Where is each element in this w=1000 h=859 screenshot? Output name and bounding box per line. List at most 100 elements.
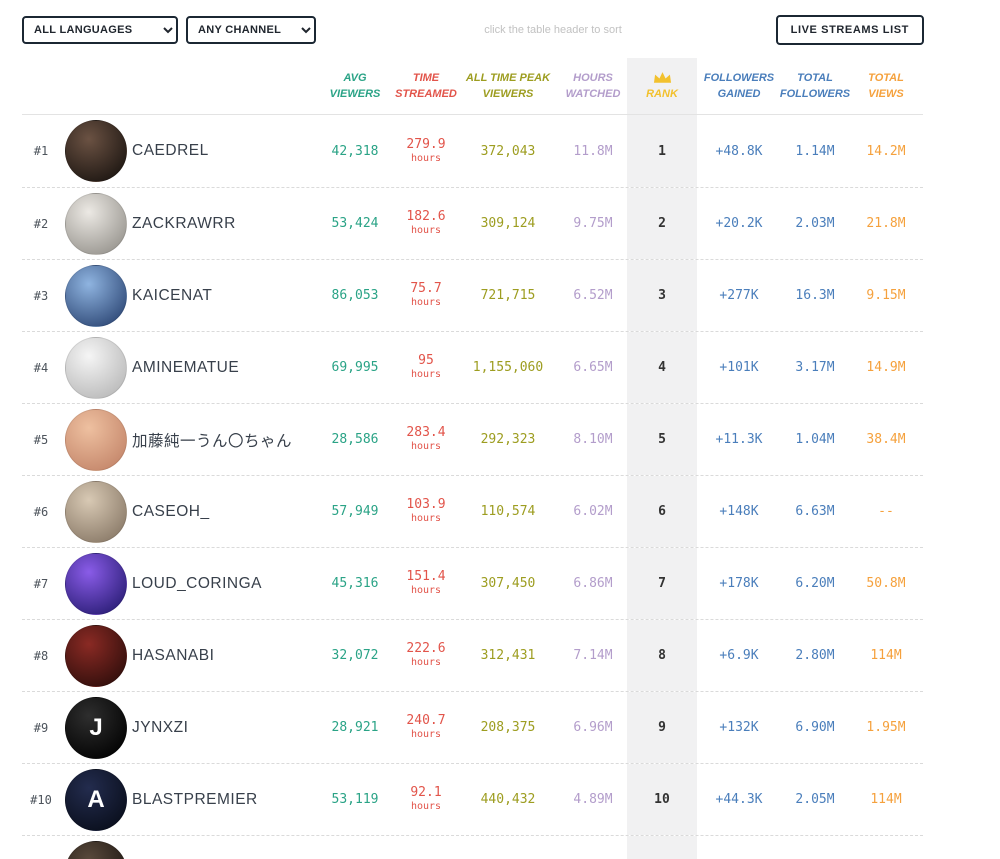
avatar-letter: J	[89, 713, 103, 741]
table-row[interactable]: #9 J JYNXZI 28,921 240.7 hours 208,375 6…	[22, 691, 923, 763]
crown-icon	[653, 71, 671, 83]
total-followers-value: 6.20M	[795, 576, 835, 591]
streamer-avatar[interactable]	[65, 408, 127, 471]
table-row[interactable]: #3 KAICENAT 86,053 75.7 hours 721,715 6.…	[22, 259, 923, 331]
peak-viewers-value: 440,432	[480, 792, 536, 807]
filter-selects: ALL LANGUAGES ANY CHANNEL	[22, 16, 316, 44]
header-time-streamed[interactable]: TIME STREAMED	[395, 72, 457, 100]
streamer-avatar[interactable]	[65, 552, 127, 615]
avatar-cell	[60, 264, 132, 327]
hours-watched-value: 7.14M	[573, 648, 613, 663]
peak-viewers-value: 1,155,060	[472, 360, 544, 375]
hours-watched-value: 4.89M	[573, 792, 613, 807]
hours-watched-value: 11.8M	[573, 143, 613, 159]
time-streamed-value: 95 hours	[410, 353, 442, 381]
table-row[interactable]: #7 LOUD_CORINGA 45,316 151.4 hours 307,4…	[22, 547, 923, 619]
avg-viewers-value: 53,424	[331, 216, 379, 231]
avatar-cell	[60, 408, 132, 471]
avatar-cell	[60, 120, 132, 182]
header-spacer-avatar	[60, 58, 132, 114]
header-total-views[interactable]: TOTAL VIEWS	[868, 72, 904, 100]
header-followers-gained[interactable]: FOLLOWERS GAINED	[703, 72, 775, 100]
row-rank-label: #3	[33, 288, 49, 303]
streamer-name[interactable]: CASEOH_	[132, 502, 210, 520]
streamer-name[interactable]: KAICENAT	[132, 286, 213, 304]
streamer-name[interactable]: ZACKRAWRR	[132, 214, 236, 232]
avg-viewers-value: 69,995	[331, 360, 379, 375]
avatar-cell	[60, 552, 132, 615]
avg-viewers-value: 86,053	[331, 288, 379, 303]
header-avg-viewers[interactable]: AVG VIEWERS	[329, 72, 381, 100]
peak-viewers-value: 372,043	[480, 143, 536, 159]
streamer-avatar[interactable]: A	[65, 768, 127, 831]
header-rank[interactable]: RANK	[627, 58, 697, 114]
row-rank-label: #6	[33, 504, 49, 519]
header-total-followers[interactable]: TOTAL FOLLOWERS	[779, 72, 851, 100]
peak-viewers-value: 292,323	[480, 432, 536, 447]
header-hours-watched[interactable]: HOURS WATCHED	[565, 72, 621, 100]
header-all-time-peak-viewers[interactable]: ALL TIME PEAK VIEWERS	[465, 72, 551, 100]
row-rank-label: #10	[30, 792, 52, 807]
streamer-name[interactable]: CAEDREL	[132, 142, 209, 159]
streamer-avatar[interactable]	[65, 624, 127, 687]
hours-watched-value: 9.75M	[573, 216, 613, 231]
avatar-cell	[60, 480, 132, 543]
table-row[interactable]: #6 CASEOH_ 57,949 103.9 hours 110,574 6.…	[22, 475, 923, 547]
avg-viewers-value: 28,921	[331, 720, 379, 735]
rank-value: 8	[627, 620, 697, 691]
live-streams-list-button[interactable]: LIVE STREAMS LIST	[775, 15, 924, 45]
streamer-name[interactable]: 加藤純一うん〇ちゃん	[132, 432, 293, 450]
followers-gained-value: +48.8K	[715, 143, 763, 159]
total-views-value: 114M	[870, 648, 902, 663]
total-views-value: --	[878, 504, 894, 519]
total-views-value: 50.8M	[866, 576, 906, 591]
total-followers-value: 16.3M	[795, 288, 835, 303]
total-followers-value: 6.90M	[795, 720, 835, 735]
hours-watched-value: 6.02M	[573, 504, 613, 519]
streamer-avatar[interactable]	[65, 120, 127, 182]
followers-gained-value: +44.3K	[715, 792, 763, 807]
total-followers-value: 2.05M	[795, 792, 835, 807]
streamer-avatar[interactable]: J	[65, 696, 127, 759]
streamer-name[interactable]: HASANABI	[132, 646, 215, 664]
table-row[interactable]: #1 CAEDREL 42,318 279.9 hours 372,043 11…	[22, 115, 923, 187]
row-rank-label: #2	[33, 216, 49, 231]
language-select[interactable]: ALL LANGUAGES	[22, 16, 178, 44]
table-row[interactable]: #4 AMINEMATUE 69,995 95 hours 1,155,060 …	[22, 331, 923, 403]
streamer-name[interactable]: JYNXZI	[132, 718, 189, 736]
rank-value	[627, 836, 697, 859]
followers-gained-value: +20.2K	[715, 216, 763, 231]
row-rank-label: #5	[33, 432, 49, 447]
hours-watched-value: 6.86M	[573, 576, 613, 591]
streamer-name[interactable]: LOUD_CORINGA	[132, 574, 263, 592]
hours-watched-value: 6.52M	[573, 288, 613, 303]
rank-value: 9	[627, 692, 697, 763]
channel-select[interactable]: ANY CHANNEL	[186, 16, 316, 44]
streamer-avatar[interactable]	[65, 264, 127, 327]
total-followers-value: 1.14M	[795, 143, 835, 159]
total-views-value: 38.4M	[866, 432, 906, 447]
table-body: #1 CAEDREL 42,318 279.9 hours 372,043 11…	[22, 115, 923, 859]
avg-viewers-value: 28,586	[331, 432, 379, 447]
avg-viewers-value: 42,318	[331, 143, 379, 159]
avg-viewers-value: 53,119	[331, 792, 379, 807]
table-row[interactable]: #10 A BLASTPREMIER 53,119 92.1 hours 440…	[22, 763, 923, 835]
rank-value: 4	[627, 332, 697, 403]
hours-watched-value: 6.65M	[573, 360, 613, 375]
streamer-avatar[interactable]	[65, 336, 127, 399]
streamer-avatar[interactable]	[65, 192, 127, 255]
streamer-avatar[interactable]	[65, 840, 127, 859]
table-row[interactable]: #8 HASANABI 32,072 222.6 hours 312,431 7…	[22, 619, 923, 691]
streamer-name[interactable]: BLASTPREMIER	[132, 790, 258, 808]
header-spacer-name	[132, 58, 315, 114]
table-row-partial[interactable]	[22, 835, 923, 859]
streamer-name[interactable]: AMINEMATUE	[132, 358, 240, 376]
time-streamed-value: 151.4 hours	[406, 569, 446, 597]
table-row[interactable]: #2 ZACKRAWRR 53,424 182.6 hours 309,124 …	[22, 187, 923, 259]
avg-viewers-value: 45,316	[331, 576, 379, 591]
table-row[interactable]: #5 加藤純一うん〇ちゃん 28,586 283.4 hours 292,323…	[22, 403, 923, 475]
hours-watched-value: 8.10M	[573, 432, 613, 447]
avg-viewers-value: 57,949	[331, 504, 379, 519]
streamer-avatar[interactable]	[65, 480, 127, 543]
time-streamed-value: 75.7 hours	[410, 281, 442, 309]
